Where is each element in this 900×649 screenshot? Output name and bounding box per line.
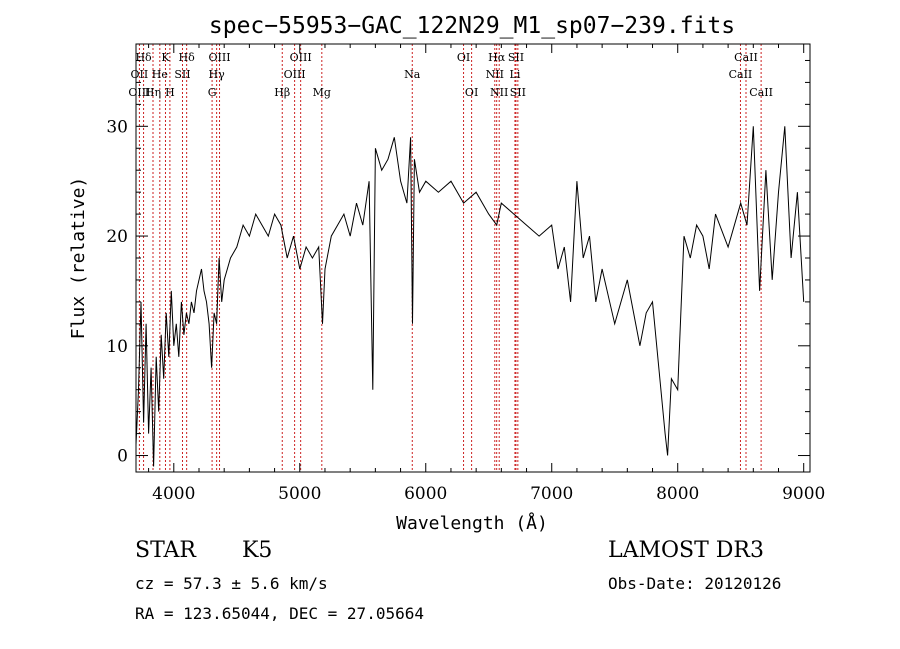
emission-line-label: K xyxy=(161,51,170,64)
emission-line-label: Hα xyxy=(488,51,506,64)
emission-line-markers xyxy=(138,44,762,472)
emission-line-label: He xyxy=(152,68,168,81)
emission-line-label: H xyxy=(165,86,175,99)
emission-line-label: OI xyxy=(465,86,478,99)
x-tick-label: 5000 xyxy=(278,484,321,504)
emission-line-label: Li xyxy=(510,68,521,81)
object-class: STAR xyxy=(135,538,196,563)
emission-line-label: Hδ xyxy=(179,51,196,64)
y-axis-label: Flux (relative) xyxy=(68,177,89,340)
obs-date: Obs-Date: 20120126 xyxy=(608,574,782,593)
emission-line-label: SII xyxy=(508,51,524,64)
emission-line-label: CaII xyxy=(749,86,773,99)
x-tick-label: 7000 xyxy=(530,484,573,504)
emission-line-label: Na xyxy=(404,68,421,81)
emission-line-label: Hβ xyxy=(274,86,290,99)
emission-line-label: NII xyxy=(486,68,504,81)
x-tick-label: 4000 xyxy=(152,484,195,504)
emission-line-label: SII xyxy=(510,86,526,99)
flux-series-line xyxy=(135,126,805,467)
emission-line-label: OIII xyxy=(284,68,306,81)
emission-line-label: SII xyxy=(174,68,190,81)
emission-line-label: CaII xyxy=(729,68,753,81)
ra-dec-line: RA = 123.65044, DEC = 27.05664 xyxy=(135,604,424,623)
emission-line-label: CaII xyxy=(734,51,758,64)
x-axis-label: Wavelength (Å) xyxy=(396,512,548,534)
emission-line-label: OIII xyxy=(128,86,150,99)
emission-line-label: OI xyxy=(457,51,470,64)
emission-line-label: NII xyxy=(490,86,508,99)
emission-line-label: OIII xyxy=(208,51,230,64)
emission-line-label: Mg xyxy=(313,86,331,99)
y-tick-label: 30 xyxy=(106,117,128,137)
emission-line-label: Hγ xyxy=(209,68,226,81)
x-tick-label: 6000 xyxy=(404,484,447,504)
y-tick-label: 0 xyxy=(117,447,128,467)
x-tick-label: 8000 xyxy=(656,484,699,504)
subclass: K5 xyxy=(242,538,273,563)
plot-frame xyxy=(135,43,811,473)
redshift-line: cz = 57.3 ± 5.6 km/s xyxy=(135,574,328,593)
emission-line-label: Hδ xyxy=(135,51,152,64)
chart-title: spec−55953−GAC_122N29_M1_sp07−239.fits xyxy=(209,13,735,39)
x-tick-label: 9000 xyxy=(782,484,825,504)
emission-line-label: Hη xyxy=(145,86,161,99)
survey-name: LAMOST DR3 xyxy=(608,538,764,563)
x-axis-ticks: 4000 5000 6000 7000 8000 9000 xyxy=(148,44,825,504)
y-axis-ticks: 0 10 20 30 xyxy=(106,59,810,467)
emission-line-label: OIII xyxy=(290,51,312,64)
y-tick-label: 10 xyxy=(106,337,128,357)
y-tick-label: 20 xyxy=(106,227,128,247)
emission-line-label: OII xyxy=(131,68,149,81)
emission-line-label: G xyxy=(208,86,217,99)
